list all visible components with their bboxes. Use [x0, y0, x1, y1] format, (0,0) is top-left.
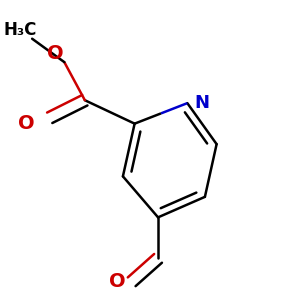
- Text: O: O: [18, 114, 34, 133]
- Text: H₃C: H₃C: [4, 21, 37, 39]
- Text: N: N: [194, 94, 209, 112]
- Text: O: O: [109, 272, 125, 291]
- Text: O: O: [47, 44, 64, 63]
